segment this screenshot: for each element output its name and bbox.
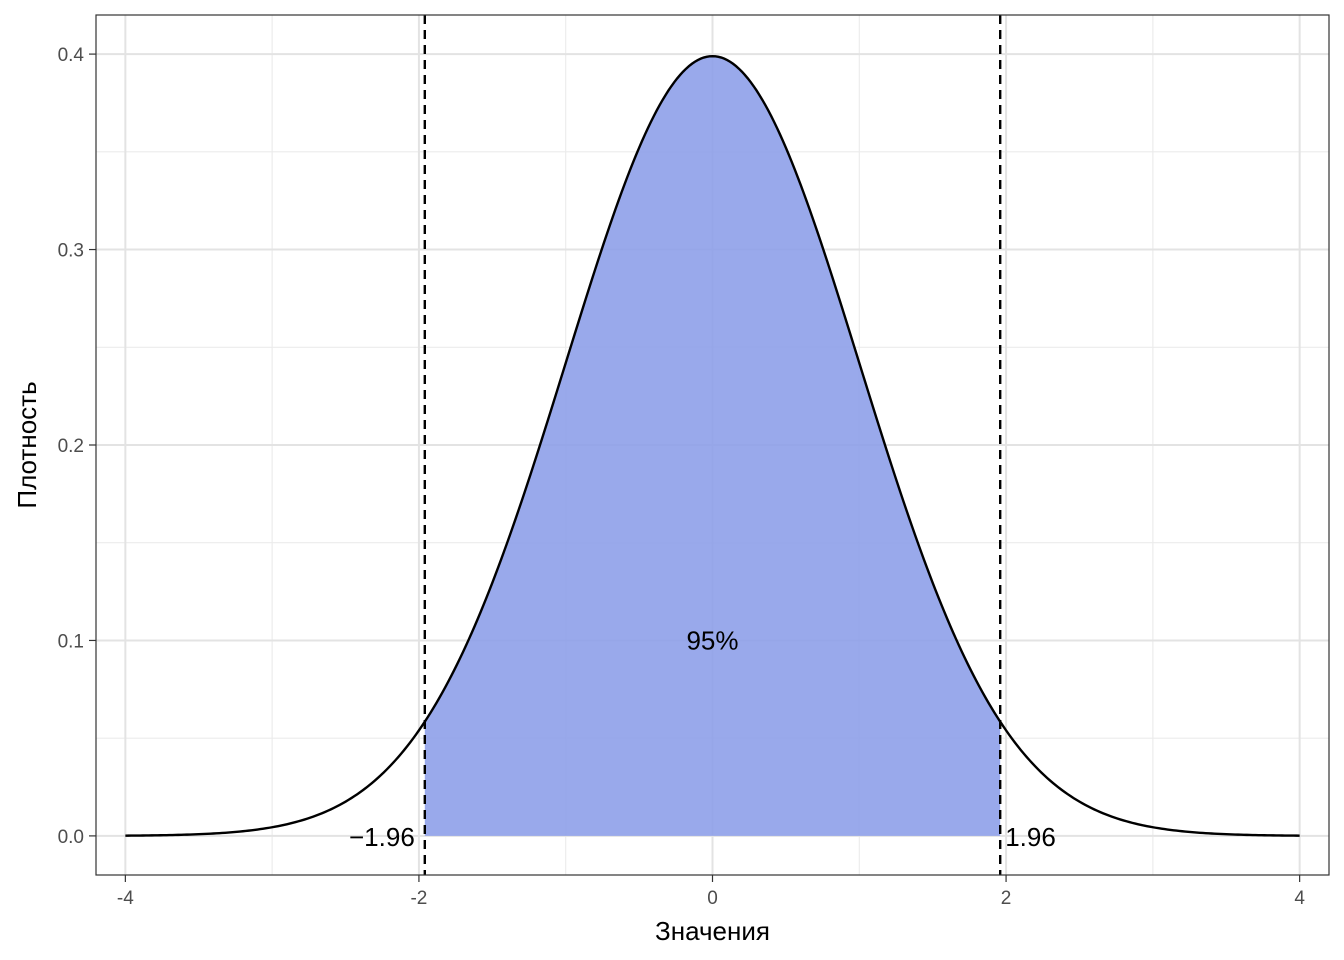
- y-tick-label: 0.3: [58, 241, 84, 262]
- plot-panel: 95% −1.96 1.96: [95, 14, 1330, 876]
- left-critical-label: −1.96: [349, 822, 415, 852]
- y-axis-title: Плотность: [12, 381, 42, 508]
- x-tick-label: -4: [117, 888, 134, 909]
- x-axis: -4 -2 0 2 4: [117, 875, 1305, 909]
- x-tick-label: 2: [1001, 888, 1012, 909]
- critical-value-lines: [423, 15, 1002, 875]
- y-tick-label: 0.0: [58, 827, 84, 848]
- x-tick-label: -2: [410, 888, 427, 909]
- y-axis: 0.0 0.1 0.2 0.3 0.4: [58, 45, 96, 848]
- x-tick-label: 4: [1294, 888, 1305, 909]
- x-tick-label: 0: [707, 888, 718, 909]
- y-tick-label: 0.1: [58, 631, 84, 652]
- x-axis-title: Значения: [655, 916, 770, 946]
- y-tick-label: 0.2: [58, 436, 84, 457]
- density-curve: [125, 54, 1300, 837]
- right-critical-label: 1.96: [1005, 822, 1056, 852]
- center-percent-label: 95%: [686, 625, 738, 655]
- shaded-95-percent-area: [424, 56, 1001, 836]
- y-tick-label: 0.4: [58, 45, 85, 66]
